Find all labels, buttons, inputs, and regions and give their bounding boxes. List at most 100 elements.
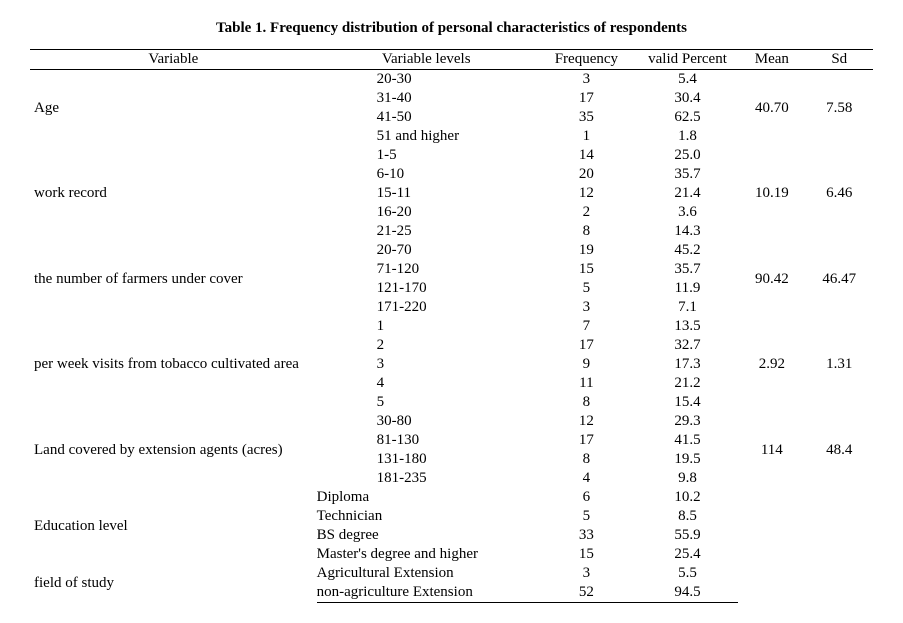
sd-cell: 7.58 [806,70,873,147]
col-valid-percent: valid Percent [637,50,738,70]
percent-cell: 55.9 [637,526,738,545]
level-cell: 3 [317,355,536,374]
table-row: Land covered by extension agents (acres)… [30,412,873,431]
frequency-table: Variable Variable levels Frequency valid… [30,49,873,603]
percent-cell: 94.5 [637,583,738,603]
mean-cell: 10.19 [738,146,805,241]
variable-cell: Land covered by extension agents (acres) [30,412,317,488]
percent-cell: 9.8 [637,469,738,488]
variable-cell: per week visits from tobacco cultivated … [30,317,317,412]
frequency-cell: 52 [536,583,637,603]
level-cell: Agricultural Extension [317,564,536,583]
frequency-cell: 11 [536,374,637,393]
level-cell: BS degree [317,526,536,545]
level-cell: 81-130 [317,431,536,450]
percent-cell: 29.3 [637,412,738,431]
frequency-cell: 12 [536,184,637,203]
frequency-cell: 15 [536,260,637,279]
frequency-cell: 3 [536,564,637,583]
percent-cell: 13.5 [637,317,738,336]
percent-cell: 62.5 [637,108,738,127]
percent-cell: 25.4 [637,545,738,564]
frequency-cell: 17 [536,336,637,355]
frequency-cell: 6 [536,488,637,507]
level-cell: 1-5 [317,146,536,165]
level-cell: 121-170 [317,279,536,298]
frequency-cell: 4 [536,469,637,488]
level-cell: Master's degree and higher [317,545,536,564]
percent-cell: 17.3 [637,355,738,374]
frequency-cell: 9 [536,355,637,374]
level-cell: 51 and higher [317,127,536,146]
percent-cell: 5.5 [637,564,738,583]
frequency-cell: 19 [536,241,637,260]
frequency-cell: 1 [536,127,637,146]
frequency-cell: 35 [536,108,637,127]
percent-cell: 25.0 [637,146,738,165]
level-cell: 181-235 [317,469,536,488]
table-row: per week visits from tobacco cultivated … [30,317,873,336]
variable-cell: the number of farmers under cover [30,241,317,317]
percent-cell: 35.7 [637,165,738,184]
level-cell: 1 [317,317,536,336]
percent-cell: 21.4 [637,184,738,203]
col-sd: Sd [806,50,873,70]
frequency-cell: 8 [536,222,637,241]
frequency-cell: 3 [536,70,637,90]
percent-cell: 32.7 [637,336,738,355]
sd-cell: 6.46 [806,146,873,241]
sd-cell [806,564,873,603]
percent-cell: 21.2 [637,374,738,393]
level-cell: 5 [317,393,536,412]
mean-cell: 114 [738,412,805,488]
table-row: the number of farmers under cover20-7019… [30,241,873,260]
percent-cell: 1.8 [637,127,738,146]
variable-cell: field of study [30,564,317,603]
table-title: Table 1. Frequency distribution of perso… [30,20,873,37]
percent-cell: 14.3 [637,222,738,241]
variable-cell: work record [30,146,317,241]
level-cell: non-agriculture Extension [317,583,536,603]
table-row: Education levelDiploma610.2 [30,488,873,507]
sd-cell: 48.4 [806,412,873,488]
frequency-cell: 8 [536,450,637,469]
percent-cell: 10.2 [637,488,738,507]
level-cell: 15-11 [317,184,536,203]
frequency-cell: 20 [536,165,637,184]
percent-cell: 7.1 [637,298,738,317]
header-row: Variable Variable levels Frequency valid… [30,50,873,70]
mean-cell: 2.92 [738,317,805,412]
percent-cell: 15.4 [637,393,738,412]
sd-cell [806,488,873,564]
level-cell: 131-180 [317,450,536,469]
frequency-cell: 33 [536,526,637,545]
percent-cell: 3.6 [637,203,738,222]
mean-cell: 40.70 [738,70,805,147]
frequency-cell: 15 [536,545,637,564]
table-row: Age20-3035.440.707.58 [30,70,873,90]
percent-cell: 19.5 [637,450,738,469]
mean-cell [738,488,805,564]
sd-cell: 46.47 [806,241,873,317]
level-cell: 30-80 [317,412,536,431]
frequency-cell: 12 [536,412,637,431]
percent-cell: 8.5 [637,507,738,526]
frequency-cell: 5 [536,507,637,526]
level-cell: 6-10 [317,165,536,184]
level-cell: 21-25 [317,222,536,241]
level-cell: 171-220 [317,298,536,317]
level-cell: 20-70 [317,241,536,260]
level-cell: Technician [317,507,536,526]
col-frequency: Frequency [536,50,637,70]
level-cell: 4 [317,374,536,393]
mean-cell [738,564,805,603]
percent-cell: 45.2 [637,241,738,260]
percent-cell: 41.5 [637,431,738,450]
table-row: work record1-51425.010.196.46 [30,146,873,165]
frequency-cell: 8 [536,393,637,412]
mean-cell: 90.42 [738,241,805,317]
frequency-cell: 17 [536,431,637,450]
frequency-cell: 2 [536,203,637,222]
level-cell: 2 [317,336,536,355]
level-cell: 20-30 [317,70,536,90]
